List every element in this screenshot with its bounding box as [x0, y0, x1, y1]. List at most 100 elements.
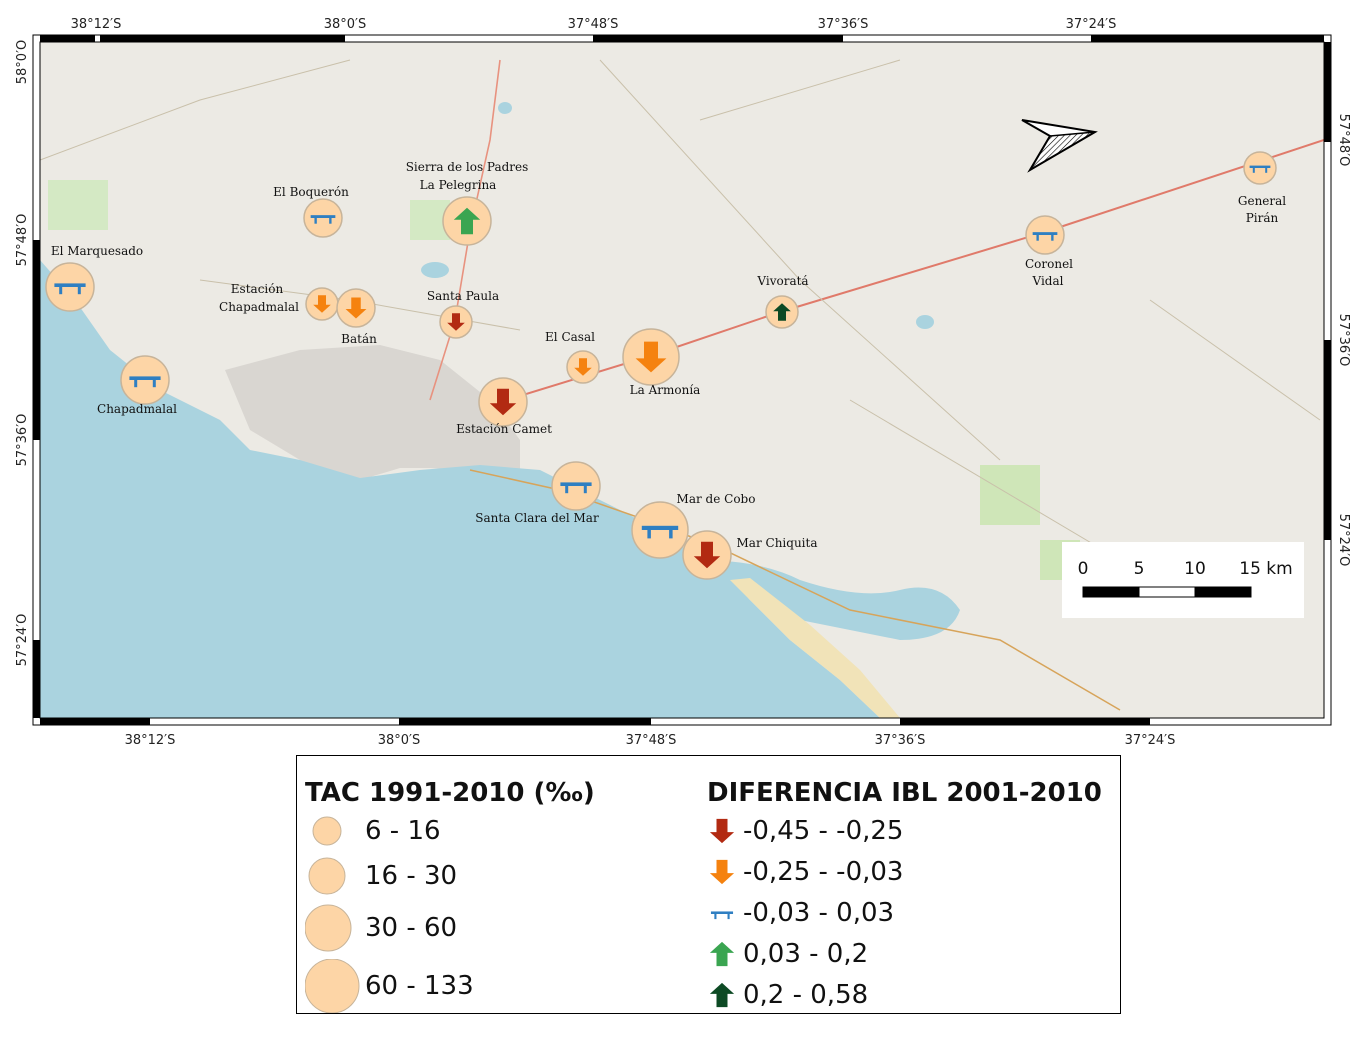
place-marker: Mar de Cobo	[631, 492, 756, 559]
dune-strip	[730, 578, 900, 718]
longitude-label: 37°36′S	[875, 733, 926, 748]
latitude-label: 57°24′O	[15, 614, 30, 667]
green-patch	[48, 180, 108, 230]
circle-size-icon	[305, 959, 360, 1013]
minor-road	[599, 59, 1001, 461]
place-label: Estación Camet	[456, 422, 552, 436]
longitude-label: 38°12′S	[71, 17, 122, 32]
ibl-legend-item: -0,25 - -0,03	[707, 857, 903, 887]
arrow-up-icon	[453, 207, 481, 235]
top-longitude-labels: 38°12′S 38°0′S 37°48′S 37°36′S 37°24′S	[71, 17, 1117, 32]
tac-legend-item: 16 - 30	[305, 855, 457, 897]
place-label: Estación Chapadmalal	[219, 282, 299, 314]
longitude-label: 37°24′S	[1066, 17, 1117, 32]
map-basemap	[40, 42, 1324, 718]
tac-class-label: 60 - 133	[365, 971, 474, 1001]
arrow-down-icon	[635, 341, 667, 373]
lake	[421, 262, 449, 278]
arrow-down-icon	[709, 859, 735, 885]
place-marker: Mar Chiquita	[682, 530, 818, 580]
place-marker: Santa Clara del Mar	[475, 461, 601, 525]
latitude-label: 57°48′O	[1336, 114, 1351, 167]
stable-icon	[310, 215, 336, 224]
latitude-label: 57°48′O	[15, 214, 30, 267]
minor-road	[699, 59, 1321, 561]
longitude-label: 38°0′S	[378, 733, 421, 748]
place-label: Batán	[341, 332, 377, 346]
place-label: El Boquerón	[273, 185, 349, 199]
tac-legend-title: TAC 1991-2010 (‰)	[305, 778, 595, 808]
arrow-up-icon	[709, 982, 735, 1008]
lake	[498, 102, 512, 114]
place-marker: Santa Paula	[427, 289, 499, 339]
ibl-legend-item: -0,03 - 0,03	[707, 898, 894, 928]
ibl-class-label: 0,03 - 0,2	[743, 939, 869, 969]
longitude-label: 37°24′S	[1125, 733, 1176, 748]
longitude-label: 38°12′S	[125, 733, 176, 748]
stable-icon	[560, 482, 592, 494]
place-marker: Chapadmalal	[97, 355, 177, 416]
place-label: Vivoratá	[756, 274, 808, 288]
scale-tick-label: 10	[1184, 559, 1206, 579]
latitude-label: 57°36′O	[15, 414, 30, 467]
scale-bar: 0 5 10 15 km	[1062, 542, 1304, 618]
latitude-label: 58°0′O	[15, 40, 30, 85]
place-marker: Sierra de los Padres La Pelegrina	[406, 160, 529, 246]
place-label: Sierra de los Padres La Pelegrina	[406, 160, 529, 192]
scale-tick-label: 15 km	[1239, 559, 1292, 579]
arrow-down-icon	[693, 541, 721, 569]
place-marker: Estación Chapadmalal	[219, 282, 339, 321]
place-label: El Casal	[545, 330, 595, 344]
ibl-class-label: 0,2 - 0,58	[743, 980, 869, 1010]
stable-icon	[129, 376, 161, 388]
arrow-down-icon	[447, 313, 465, 331]
tac-class-label: 30 - 60	[365, 913, 458, 943]
arrow-up-icon	[709, 941, 735, 967]
ibl-class-label: -0,03 - 0,03	[743, 898, 895, 928]
place-label: General Pirán	[1238, 194, 1286, 225]
place-label: Chapadmalal	[97, 402, 177, 416]
legend: TAC 1991-2010 (‰) DIFERENCIA IBL 2001-20…	[296, 755, 1121, 1014]
ibl-legend-item: 0,03 - 0,2	[707, 939, 868, 969]
place-label: Mar de Cobo	[677, 492, 756, 506]
map-frame	[32, 34, 1332, 726]
tac-legend-item: 6 - 16	[305, 814, 441, 848]
place-label: La Armonía	[630, 383, 701, 397]
place-marker: Batán	[336, 288, 377, 346]
right-latitude-labels: 57°48′O 57°36′O 57°24′O	[1336, 114, 1351, 567]
urban-area	[225, 345, 520, 480]
place-marker: El Marquesado	[45, 244, 143, 312]
circle-size-icon	[308, 857, 346, 895]
arrow-down-icon	[345, 297, 367, 319]
arrow-down-icon	[709, 818, 735, 844]
place-marker: Estación Camet	[456, 377, 552, 436]
circle-size-icon	[305, 904, 352, 952]
tac-legend-item: 60 - 133	[305, 959, 474, 1013]
place-label: Santa Paula	[427, 289, 499, 303]
place-marker: Vivoratá	[756, 274, 809, 329]
arrow-up-icon	[773, 303, 791, 321]
place-marker: La Armonía	[622, 328, 701, 397]
place-marker: Coronel Vidal	[1025, 215, 1073, 288]
place-marker: General Pirán	[1238, 151, 1286, 225]
stable-icon	[1249, 165, 1271, 173]
left-latitude-labels: 58°0′O 57°48′O 57°36′O 57°24′O	[15, 40, 30, 667]
longitude-label: 37°48′S	[626, 733, 677, 748]
ibl-legend-item: 0,2 - 0,58	[707, 980, 868, 1010]
north-arrow-icon	[1021, 119, 1098, 173]
arrow-down-icon	[313, 295, 331, 313]
place-symbols: El Marquesado Chapadmalal El Boquerón Sierr…	[45, 151, 1286, 580]
stable-icon	[641, 525, 679, 539]
longitude-label: 37°36′S	[818, 17, 869, 32]
place-label: Coronel Vidal	[1025, 257, 1073, 288]
ibl-legend-item: -0,45 - -0,25	[707, 816, 903, 846]
arrow-down-icon	[574, 358, 592, 376]
circle-size-icon	[312, 816, 342, 846]
place-label: Mar Chiquita	[737, 536, 818, 550]
place-marker: El Casal	[545, 330, 600, 384]
latitude-label: 57°24′O	[1336, 514, 1351, 567]
stable-icon	[54, 283, 86, 295]
map: 38°12′S 38°0′S 37°48′S 37°36′S 37°24′S 38°12…	[15, 17, 1351, 748]
place-label: El Marquesado	[51, 244, 143, 258]
tac-legend-item: 30 - 60	[305, 904, 457, 952]
